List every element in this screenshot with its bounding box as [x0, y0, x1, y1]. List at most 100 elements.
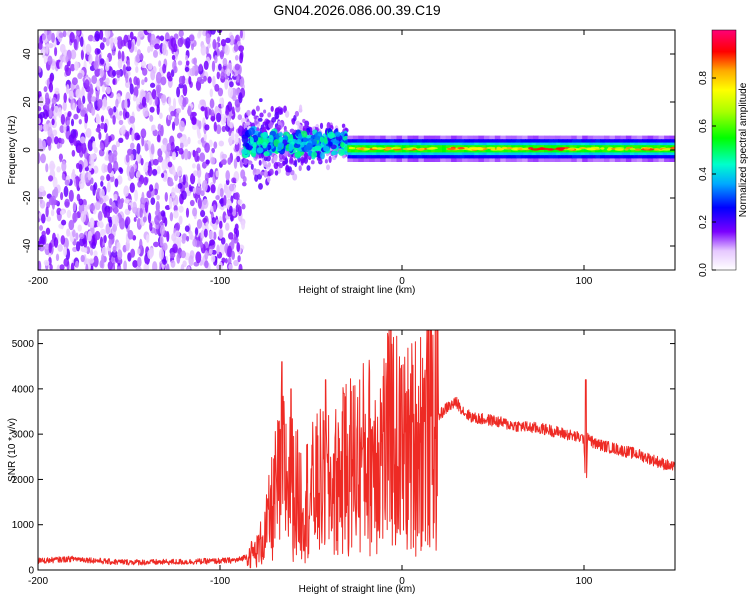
spectrogram-cell — [168, 96, 172, 107]
spectrogram-cell — [178, 75, 184, 85]
spectrogram-cell — [259, 112, 264, 118]
spectrogram-cell — [178, 205, 184, 213]
spectrogram-cell — [75, 241, 81, 252]
spectrogram-cell — [172, 243, 178, 254]
spectrogram-cell — [224, 79, 229, 90]
spectrogram-cell — [288, 144, 294, 152]
spectrogram-cell — [70, 262, 75, 270]
spectrogram-cell — [226, 68, 231, 77]
spectrogram-cell — [150, 33, 156, 46]
spectrogram-cell — [178, 120, 185, 132]
spectrogram-cell — [222, 211, 227, 223]
spectrogram-cell — [38, 243, 45, 252]
spectrogram-cell — [298, 104, 303, 113]
spectrogram-cell — [195, 184, 202, 195]
spectrogram-cell — [238, 92, 243, 104]
spectrogram-cell — [139, 207, 143, 219]
spectrogram-cell — [101, 84, 105, 93]
spectrogram-cell — [96, 48, 101, 55]
spectrogram-cell — [195, 251, 202, 264]
spectrogram-cell — [314, 135, 321, 141]
spectrogram-cell — [129, 115, 136, 124]
spectrogram-cell — [652, 148, 660, 151]
spectrogram-cell — [93, 255, 99, 268]
spectrogram-cell — [233, 43, 239, 52]
spectrogram-cell — [192, 187, 196, 194]
spectrogram-cell — [46, 216, 52, 222]
spectrogram-cell — [100, 253, 105, 265]
spectrogram-cell — [72, 229, 76, 238]
spectrogram-cell — [303, 152, 308, 160]
spectrogram-cell — [115, 98, 119, 108]
spectrogram-cell — [238, 263, 243, 270]
colorbar-tick-label: 0.8 — [698, 71, 709, 85]
spectrogram-cell — [88, 53, 93, 65]
spectrogram-cell — [384, 147, 392, 151]
spectrogram-cell — [73, 38, 78, 50]
spectrogram-cell — [203, 60, 209, 70]
spectrogram-cell — [233, 259, 239, 267]
spectrogram-cell — [200, 44, 207, 56]
spectrogram-cell — [207, 76, 212, 84]
spectrogram-cell — [118, 137, 124, 144]
spectrogram-cell — [176, 107, 181, 114]
spectrogram-cell — [67, 111, 72, 117]
spectrogram-cell — [106, 181, 111, 193]
x-tick-label: 0 — [399, 276, 405, 287]
spectrogram-cell — [159, 235, 164, 247]
spectrogram-cell — [103, 164, 109, 173]
spectrogram-cell — [161, 159, 167, 171]
spectrogram-cell — [40, 213, 46, 224]
spectrogram-cell — [199, 99, 206, 106]
spectrogram-cell — [167, 161, 173, 168]
spectrogram-cell — [185, 207, 190, 218]
spectrogram-cell — [392, 146, 402, 150]
spectrogram-cell — [112, 115, 116, 125]
spectrogram-cell — [136, 134, 141, 141]
spectrogram-cell — [38, 66, 42, 73]
spectrogram-cell — [175, 112, 179, 120]
spectrogram-cell — [255, 168, 261, 175]
spectrogram-cell — [38, 260, 42, 270]
spectrogram-cell — [190, 173, 196, 185]
spectrogram-cell — [124, 98, 128, 110]
spectrogram-cell — [210, 254, 216, 263]
spectrogram-cell — [643, 147, 651, 150]
spectrogram-cell — [136, 35, 141, 47]
spectrogram-cell — [211, 60, 216, 72]
spectrogram-cell — [79, 36, 84, 47]
spectrogram-cell — [108, 239, 112, 249]
spectrogram-cell — [416, 148, 424, 151]
spectrogram-cell — [68, 90, 74, 100]
spectrogram-cell — [63, 185, 69, 198]
spectrogram-cell — [72, 211, 78, 223]
spectrogram-cell — [266, 144, 272, 151]
spectrogram-cell — [188, 34, 195, 42]
spectrogram-cell — [176, 253, 181, 264]
y-tick-label: 0 — [28, 566, 34, 577]
spectrogram-cell — [91, 75, 98, 85]
spectrogram-cell — [204, 260, 209, 269]
spectrogram-cell — [168, 180, 174, 187]
spectrogram-cell — [180, 141, 184, 150]
spectrogram-cell — [170, 110, 176, 117]
spectrogram-cell — [224, 258, 228, 264]
spectrogram-cell — [122, 64, 126, 76]
spectrogram-cell — [160, 94, 167, 104]
spectrogram-cell — [241, 148, 248, 155]
spectrogram-cell — [105, 56, 109, 68]
spectrogram-cell — [59, 153, 63, 163]
spectrogram-cell — [219, 49, 224, 60]
spectrogram-cell — [136, 142, 141, 155]
spectrogram-cell — [120, 126, 126, 135]
spectrogram-cell — [72, 201, 77, 212]
spectrogram-cell — [231, 130, 235, 141]
spectrogram-cell — [73, 137, 77, 147]
spectrogram-cell — [55, 253, 60, 262]
spectrogram-cell — [486, 146, 496, 150]
spectrogram-cell — [40, 234, 45, 247]
spectrogram-cell — [77, 97, 82, 109]
spectrogram-cell — [54, 87, 60, 95]
spectrogram-cell — [284, 157, 289, 165]
spectrogram-cell — [143, 176, 149, 186]
